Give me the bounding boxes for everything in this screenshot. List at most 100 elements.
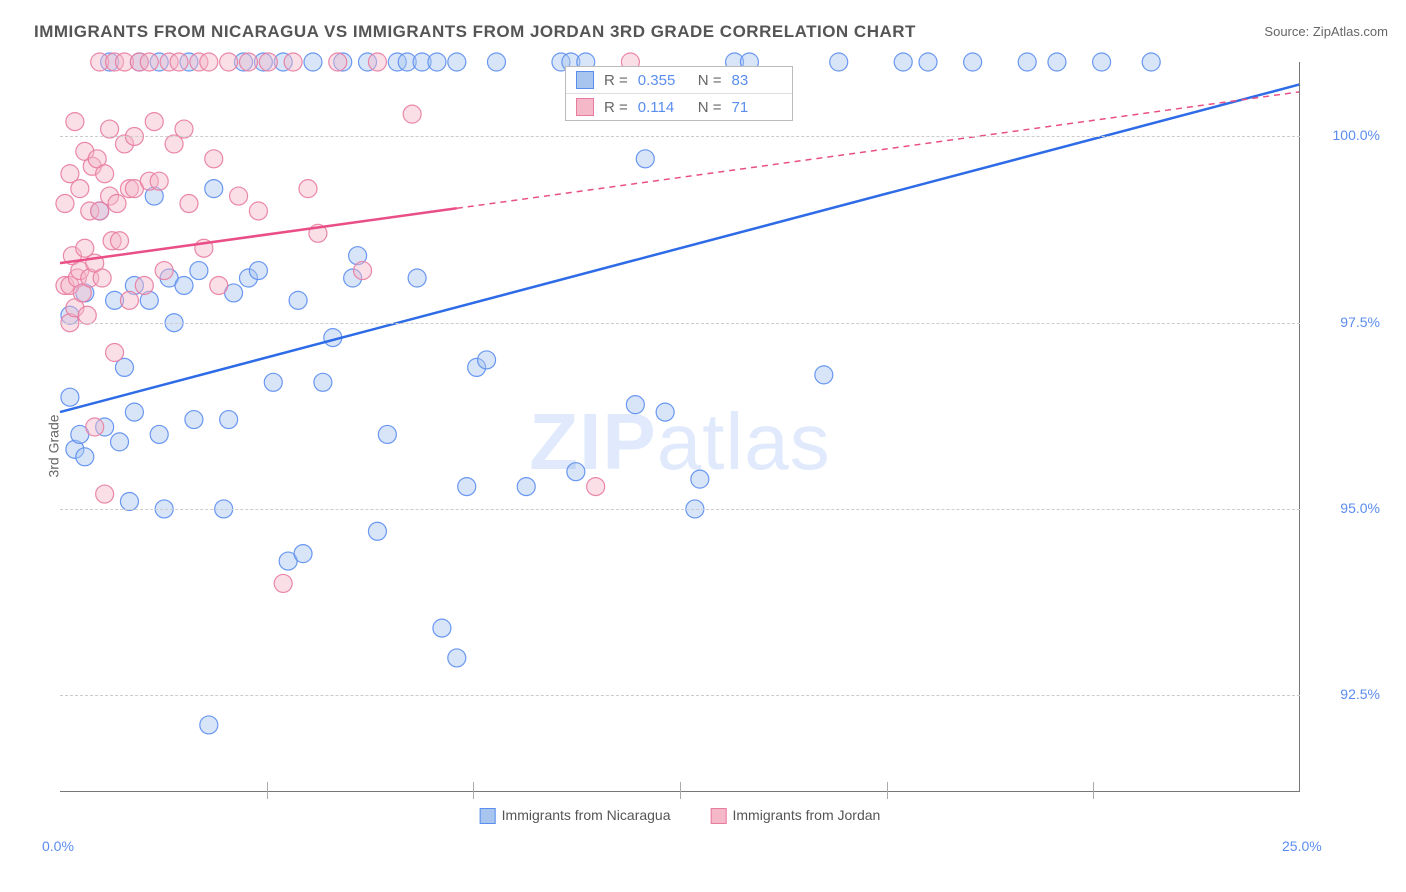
data-point [329, 53, 347, 71]
data-point [175, 276, 193, 294]
gridline-vertical-stub [680, 782, 681, 792]
data-point [299, 180, 317, 198]
y-tick-label: 95.0% [1340, 500, 1380, 516]
series-swatch-icon [576, 71, 594, 89]
data-point [76, 448, 94, 466]
data-point [815, 366, 833, 384]
data-point [458, 478, 476, 496]
y-tick-label: 92.5% [1340, 686, 1380, 702]
gridline-horizontal [60, 509, 1300, 510]
stats-row: R = 0.355 N = 83 [566, 67, 792, 94]
data-point [289, 291, 307, 309]
r-label: R = [604, 72, 628, 89]
x-minor-tick [680, 791, 681, 799]
source-label: Source: [1264, 24, 1309, 39]
data-point [448, 53, 466, 71]
data-point [108, 195, 126, 213]
legend-swatch-icon [711, 808, 727, 824]
data-point [448, 649, 466, 667]
data-point [587, 478, 605, 496]
data-point [135, 276, 153, 294]
data-point [274, 574, 292, 592]
data-point [408, 269, 426, 287]
data-point [656, 403, 674, 421]
y-axis-right-line [1299, 62, 1300, 792]
legend-label: Immigrants from Nicaragua [502, 807, 671, 823]
data-point [71, 180, 89, 198]
data-point [636, 150, 654, 168]
n-label: N = [698, 72, 722, 89]
data-point [1018, 53, 1036, 71]
data-point [185, 411, 203, 429]
data-point [61, 388, 79, 406]
y-tick-label: 100.0% [1333, 127, 1380, 143]
correlation-stats-box: R = 0.355 N = 83 R = 0.114 N = 71 [565, 66, 793, 121]
legend-item: Immigrants from Nicaragua [480, 807, 671, 824]
r-value: 0.355 [638, 72, 688, 89]
r-value: 0.114 [638, 99, 688, 116]
data-point [155, 262, 173, 280]
data-point [284, 53, 302, 71]
data-point [111, 232, 129, 250]
data-point [140, 53, 158, 71]
data-point [294, 545, 312, 563]
data-point [567, 463, 585, 481]
data-point [56, 195, 74, 213]
data-point [919, 53, 937, 71]
data-point [93, 269, 111, 287]
data-point [180, 195, 198, 213]
data-point [378, 425, 396, 443]
data-point [210, 276, 228, 294]
data-point [517, 478, 535, 496]
y-tick-label: 97.5% [1340, 314, 1380, 330]
data-point [487, 53, 505, 71]
x-tick-label: 0.0% [42, 838, 74, 854]
data-point [125, 403, 143, 421]
data-point [1093, 53, 1111, 71]
n-label: N = [698, 99, 722, 116]
data-point [894, 53, 912, 71]
legend-label: Immigrants from Jordan [733, 807, 881, 823]
legend: Immigrants from Nicaragua Immigrants from… [480, 807, 881, 824]
gridline-vertical-stub [473, 782, 474, 792]
legend-item: Immigrants from Jordan [711, 807, 881, 824]
gridline-horizontal [60, 323, 1300, 324]
chart-title: IMMIGRANTS FROM NICARAGUA VS IMMIGRANTS … [34, 22, 916, 42]
data-point [205, 180, 223, 198]
data-point [249, 262, 267, 280]
gridline-horizontal [60, 695, 1300, 696]
data-point [230, 187, 248, 205]
data-point [120, 492, 138, 510]
data-point [478, 351, 496, 369]
x-tick-label: 25.0% [1282, 838, 1322, 854]
data-point [86, 418, 104, 436]
gridline-vertical-stub [887, 782, 888, 792]
data-point [96, 165, 114, 183]
data-point [1048, 53, 1066, 71]
legend-swatch-icon [480, 808, 496, 824]
data-point [200, 716, 218, 734]
source-link[interactable]: ZipAtlas.com [1313, 24, 1388, 39]
data-point [66, 113, 84, 131]
data-point [145, 113, 163, 131]
data-point [830, 53, 848, 71]
data-point [170, 53, 188, 71]
data-point [190, 262, 208, 280]
data-point [78, 306, 96, 324]
data-point [249, 202, 267, 220]
data-point [354, 262, 372, 280]
data-point [304, 53, 322, 71]
data-point [1142, 53, 1160, 71]
data-point [150, 425, 168, 443]
data-point [428, 53, 446, 71]
data-point [259, 53, 277, 71]
data-point [691, 470, 709, 488]
data-point [205, 150, 223, 168]
data-point [120, 291, 138, 309]
data-point [964, 53, 982, 71]
data-point [200, 53, 218, 71]
r-label: R = [604, 99, 628, 116]
stats-row: R = 0.114 N = 71 [566, 94, 792, 120]
scatter-plot-svg [60, 62, 1300, 822]
series-swatch-icon [576, 98, 594, 116]
